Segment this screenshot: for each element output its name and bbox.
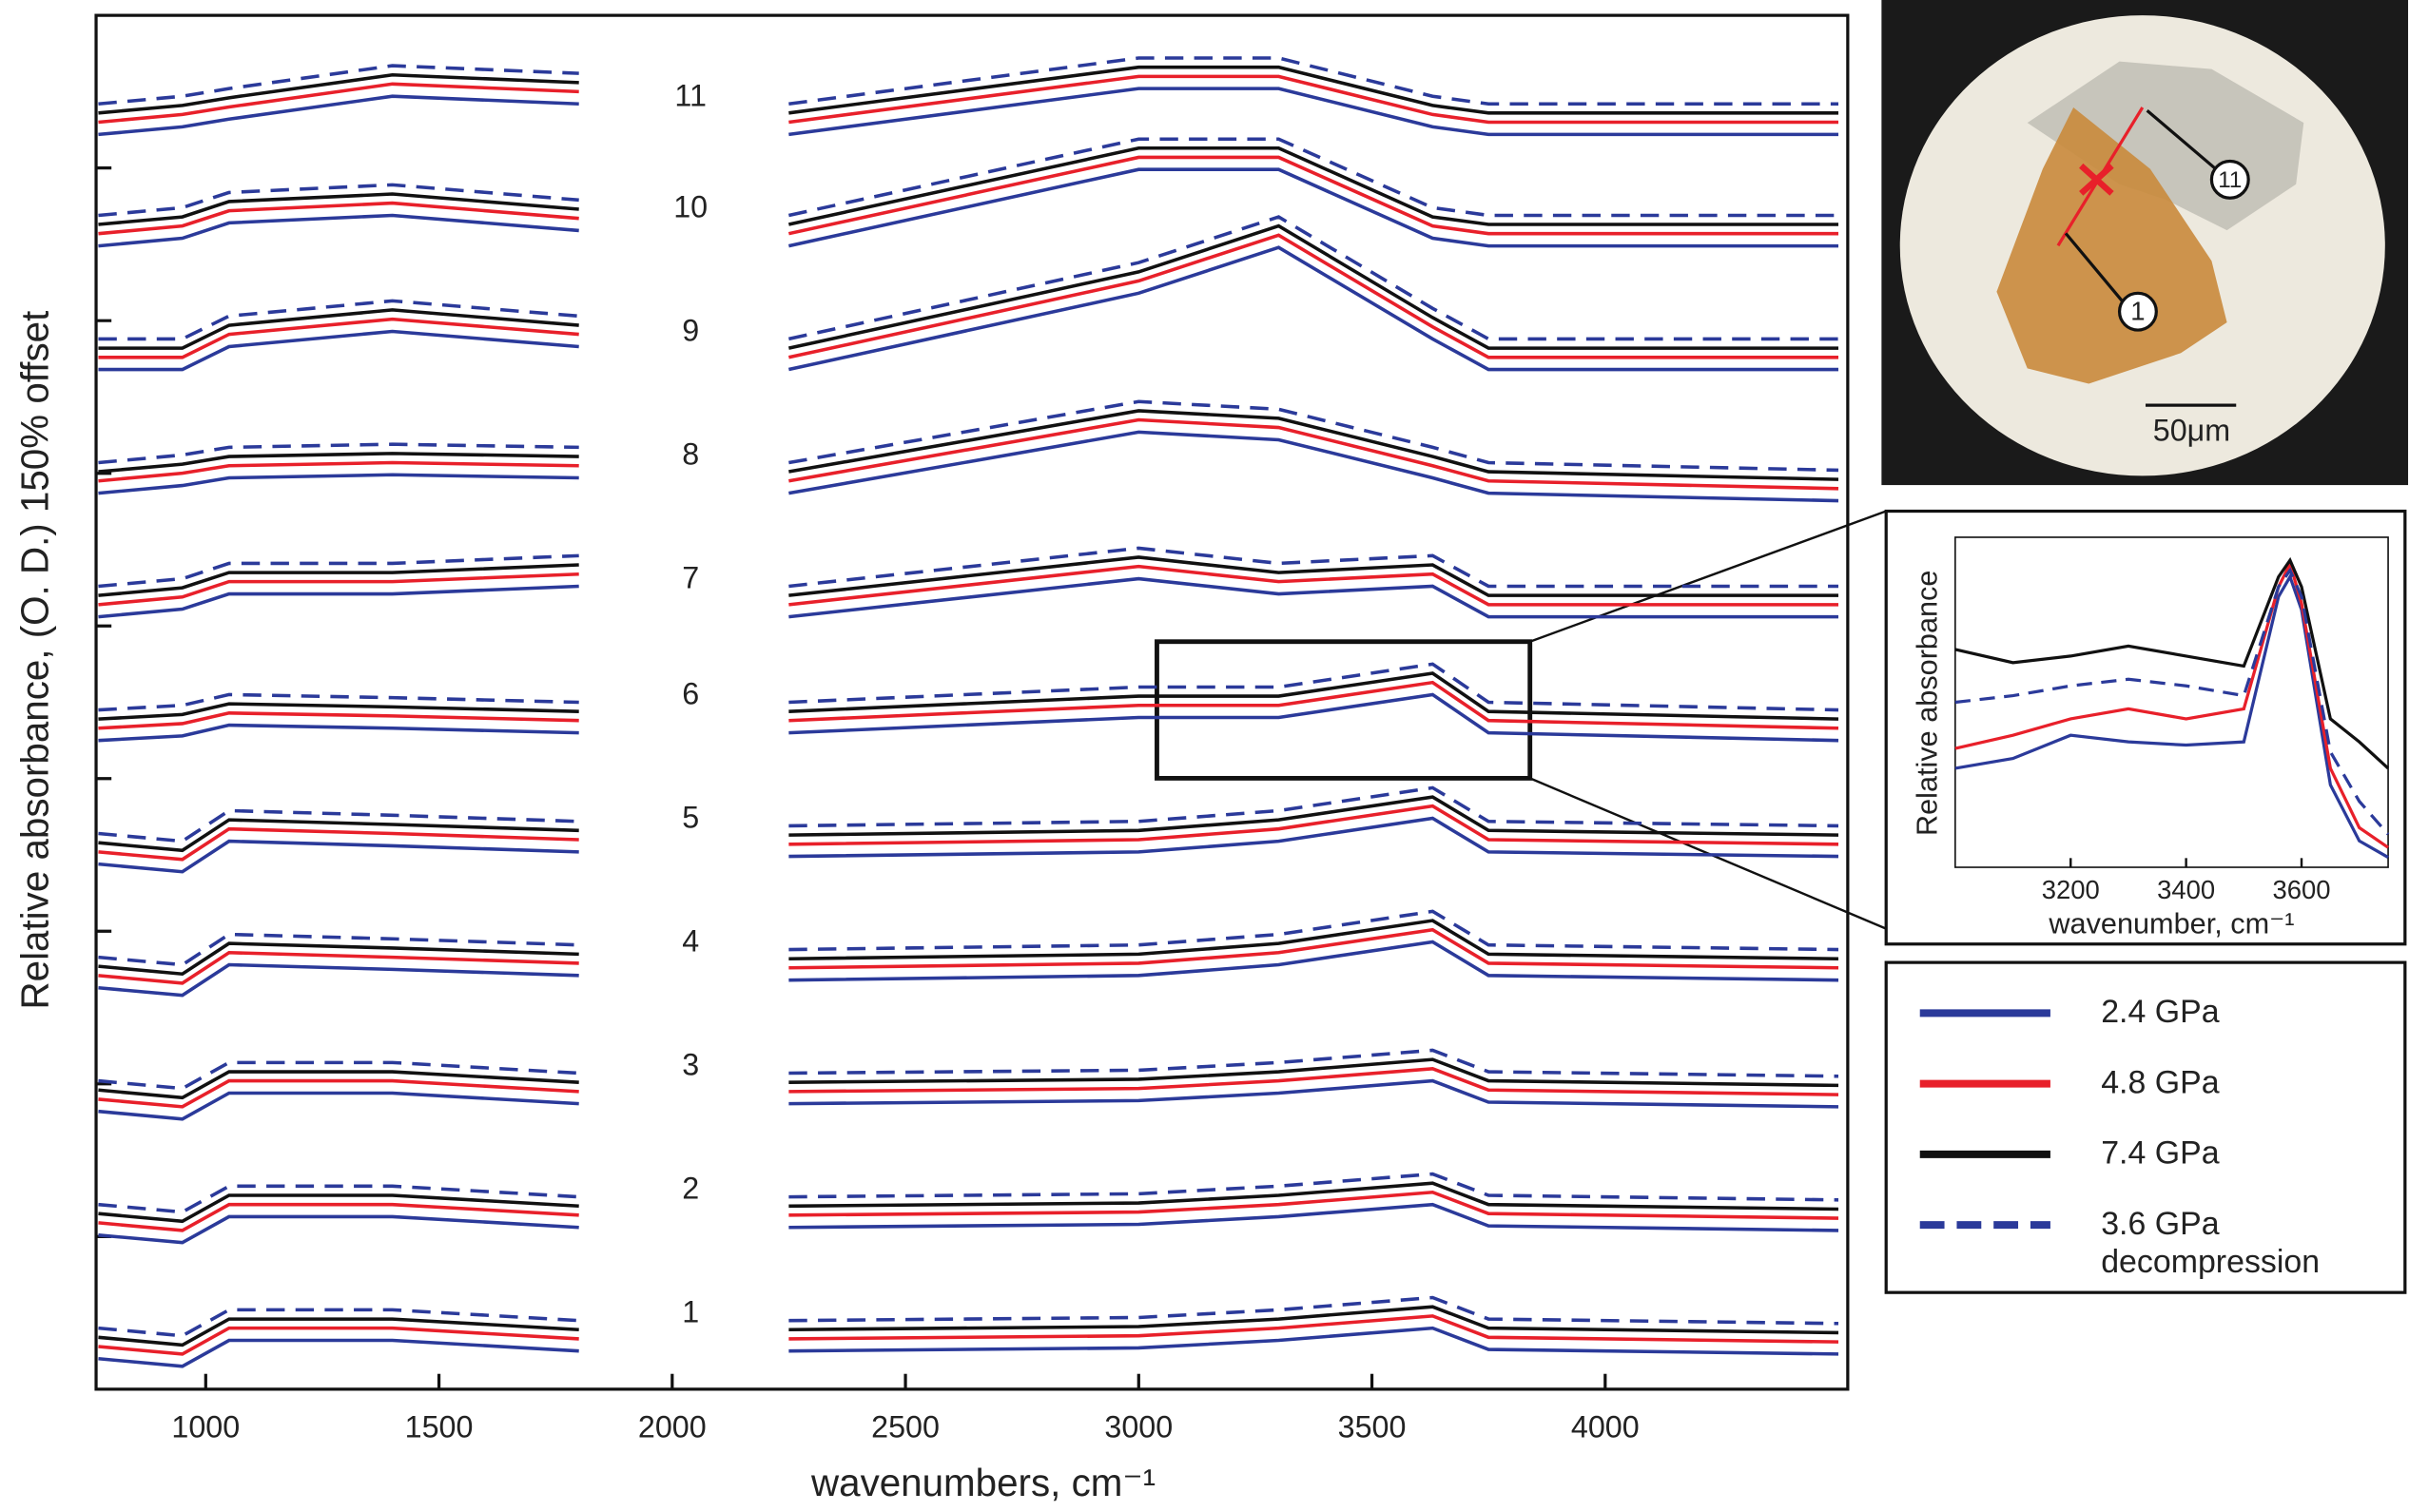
x-axis-title: wavenumbers, cm⁻¹ [810,1461,1156,1504]
spectrum-line [98,940,1839,998]
zoom-box [1155,639,1533,781]
spot-label: 4 [682,924,699,959]
x-tick-label: 2500 [871,1409,940,1444]
grain [1996,107,2227,384]
x-tick-label: 1000 [171,1409,240,1444]
spectrum-line [98,927,1839,985]
spectrum-line [98,215,1839,341]
spectrum-line [98,816,1839,874]
spectrum-line [98,546,1839,589]
inset-x-tick-label: 3200 [2042,875,2100,904]
legend-label: 7.4 GPa [2101,1135,2220,1172]
leader [2064,232,2128,308]
spectrum-line [98,795,1839,853]
spectrum-line [98,1326,1839,1368]
spectrum-line [98,1295,1839,1338]
spectrum-line [98,233,1839,359]
legend-label: 3.6 GPa decompression [2101,1206,2321,1281]
spectrum-line [98,155,1839,236]
spot-label: 1 [682,1295,699,1329]
spectrum-line [98,430,1839,503]
inset-y-title: Relative absorbance [1912,571,1944,836]
scale-bar-label: 50μm [2153,414,2230,448]
inset-line [1954,556,2390,770]
zoom-connector [1529,510,1887,643]
spectrum-line [98,1305,1839,1347]
spot-label: 7 [682,561,699,595]
spot-label: 10 [673,189,708,223]
inset-x-tick-label: 3400 [2157,875,2215,904]
inset-line [1954,567,2390,836]
legend: 2.4 GPa 4.8 GPa 7.4 GPa 3.6 GPa decompressi… [1919,995,2321,1281]
spot-label: 6 [682,677,699,711]
leader [2146,108,2221,174]
spectrum-line [98,409,1839,481]
inset-box [1884,509,2407,946]
spectrum-line [98,919,1839,977]
plot-frame [94,13,1850,1391]
spectrum-line [98,1181,1839,1224]
micrograph: 1 11 50μm [1881,0,2409,486]
cross [2079,163,2114,196]
spectrum-line [98,576,1839,619]
inset-x-title: wavenumber, cm⁻¹ [2048,907,2294,940]
inset-line [1954,572,2389,859]
spectrum-line [98,1048,1839,1091]
spectrum-line [98,223,1839,350]
spectrum-line [98,417,1839,491]
spectrum-line [98,671,1839,721]
spectrum-line [98,1202,1839,1245]
legend-item: 4.8 GPa [2101,1065,2220,1101]
spectrum-line [98,56,1839,107]
spectrum-line [98,680,1839,730]
marker-label: 1 [2130,297,2145,326]
spectrum-line [98,65,1839,115]
spectrum-line [98,909,1839,967]
spectrum-line [98,167,1839,248]
spot-label: 2 [682,1172,699,1206]
inset-x-tick-label: 3600 [2272,875,2330,904]
spectrum-line [98,245,1839,372]
spectrum-line [98,1078,1839,1121]
spot-label: 9 [682,313,699,347]
spectrum-line [98,662,1839,712]
spectrum-line [98,399,1839,473]
spectrum-line [98,1172,1839,1214]
legend-label: 4.8 GPa [2101,1065,2220,1101]
legend-item: 3.6 GPa decompression [2101,1206,2321,1281]
spectrum-line [98,137,1839,218]
inset-frame [1954,536,2389,868]
legend-item: 2.4 GPa [2101,995,2220,1031]
spectrum-line [98,1057,1839,1100]
spectrum-line [98,1067,1839,1109]
x-tick-label: 2000 [638,1409,707,1444]
x-tick-label: 3500 [1338,1409,1407,1444]
spectrum-line [98,785,1839,843]
spectrum-line [98,692,1839,743]
spot-label: 8 [682,436,699,471]
y-axis-title: Relative absorbance, (O. D.) 150% offset [12,311,56,1010]
marker-circle [2209,159,2250,200]
spectrum-line [98,87,1839,137]
spectrum-line [98,1190,1839,1232]
spot-label: 11 [674,78,707,112]
spot-label: 5 [682,801,699,835]
spectrum-line [98,1314,1839,1356]
spectrum-line [98,804,1839,862]
spot-label: 3 [682,1048,699,1082]
x-tick-label: 3000 [1104,1409,1173,1444]
spectrum-line [98,145,1839,226]
spectrum-line [98,555,1839,597]
inset-line [1954,559,2389,849]
spectrum-line [98,564,1839,607]
legend-box [1884,960,2407,1294]
x-tick-label: 4000 [1571,1409,1640,1444]
legend-label: 2.4 GPa [2101,995,2220,1031]
legend-item: 7.4 GPa [2101,1135,2220,1172]
marker-circle [2117,291,2158,332]
marker-label: 11 [2218,167,2242,193]
x-tick-label: 1500 [405,1409,474,1444]
spectrum-line [98,74,1839,125]
